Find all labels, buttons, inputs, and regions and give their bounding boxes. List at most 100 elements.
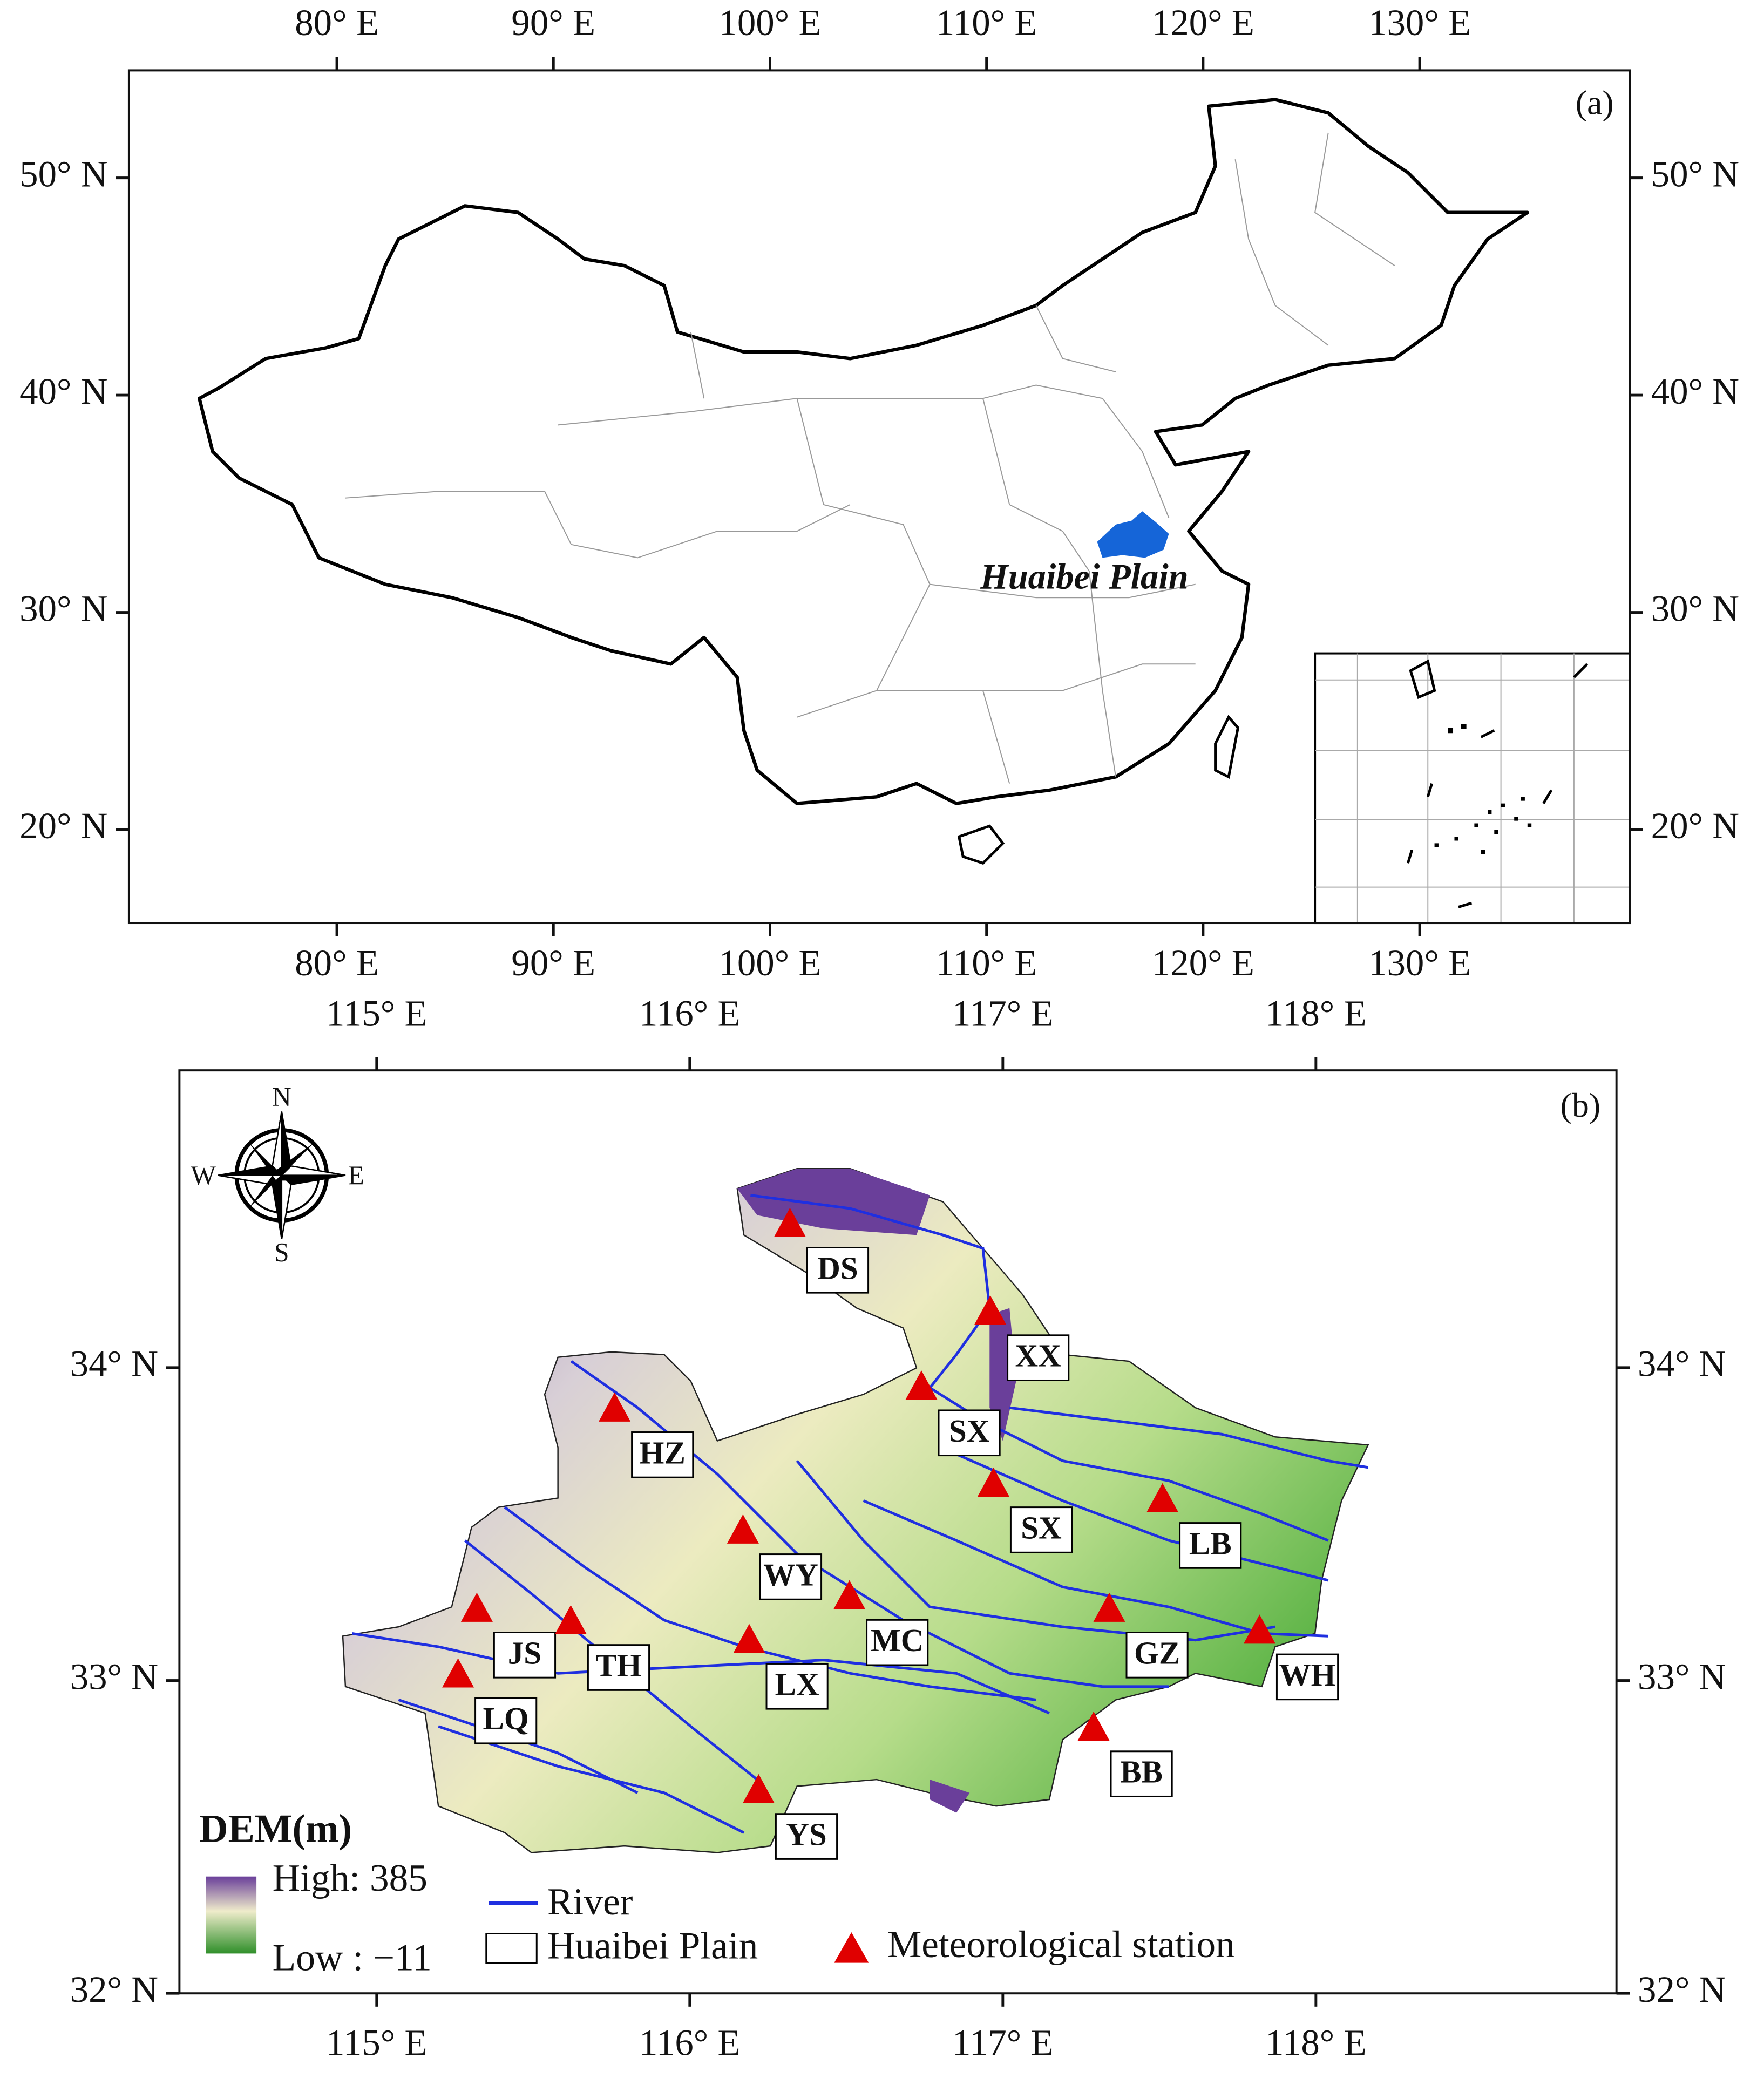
- station-label-box: [775, 1813, 838, 1860]
- x-tick-label: 118° E: [1265, 993, 1367, 1034]
- frame-a: [127, 69, 1631, 925]
- station-label-box: [1125, 1632, 1189, 1679]
- frame-b: [178, 1069, 1618, 1995]
- station-label: GZ: [1134, 1635, 1180, 1670]
- station: [442, 1658, 474, 1688]
- legend: DEM(m) High: 385 Low : −11 River Huaibei…: [199, 1806, 1234, 1979]
- x-tick-label: 116° E: [639, 993, 741, 1034]
- station: [554, 1605, 587, 1635]
- x-tick-label: 80° E: [295, 942, 379, 983]
- legend-low: Low : −11: [273, 1937, 432, 1979]
- station-label: WY: [763, 1557, 818, 1592]
- legend-boundary: Huaibei Plain: [547, 1924, 758, 1967]
- station-label-box: [938, 1409, 1001, 1457]
- compass-s: S: [274, 1237, 289, 1267]
- station: [905, 1370, 938, 1400]
- station-label-box: [587, 1644, 650, 1691]
- station-label: SX: [949, 1413, 989, 1449]
- station-label: LX: [775, 1666, 819, 1702]
- station: [977, 1467, 1009, 1497]
- station-label-box: [1110, 1750, 1173, 1797]
- station-label: XX: [1015, 1338, 1061, 1374]
- station-label-box: [1009, 1506, 1073, 1553]
- legend-station: Meteorological station: [887, 1923, 1235, 1966]
- station-label-box: [1179, 1522, 1242, 1569]
- station-label-box: [474, 1697, 538, 1744]
- x-tick-label: 80° E: [295, 2, 379, 43]
- compass-n: N: [272, 1082, 291, 1112]
- x-tick-label: 110° E: [936, 942, 1037, 983]
- legend-station-swatch: [834, 1932, 869, 1963]
- x-tick-label: 90° E: [511, 942, 595, 983]
- station: [460, 1592, 493, 1622]
- panel-b: N S W E DS XX SX HZ SX LB WY JS TH MC GZ WH LX LQ BB YS…: [178, 1069, 1618, 1995]
- y-tick-label: 34° N: [70, 1343, 158, 1384]
- station-label: DS: [817, 1250, 858, 1286]
- station-label: YS: [786, 1817, 826, 1852]
- station-label-box: [866, 1619, 929, 1666]
- legend-boundary-swatch: [485, 1933, 538, 1964]
- station-label-box: [493, 1632, 557, 1679]
- compass-rose: [218, 1111, 346, 1239]
- station-label: SX: [1021, 1510, 1061, 1545]
- station: [833, 1580, 866, 1609]
- stations: DS XX SX HZ SX LB WY JS TH MC GZ WH LX LQ BB YS: [442, 1207, 1339, 1860]
- compass-w: W: [191, 1160, 216, 1190]
- x-tick-label: 118° E: [1265, 2022, 1367, 2063]
- station-label-box: [631, 1431, 694, 1478]
- taiwan: [1214, 715, 1240, 779]
- station-label: WH: [1279, 1657, 1336, 1693]
- y-tick-label: 32° N: [70, 1969, 158, 2010]
- x-tick-label: 117° E: [952, 993, 1054, 1034]
- y-tick-label: 30° N: [19, 588, 107, 629]
- station: [742, 1774, 775, 1804]
- y-tick-label: 40° N: [19, 371, 107, 412]
- x-tick-label: 100° E: [718, 942, 821, 983]
- y-tick-label: 40° N: [1651, 371, 1739, 412]
- station: [1077, 1711, 1110, 1741]
- x-tick-label: 130° E: [1368, 942, 1471, 983]
- annotation: Huaibei Plain: [980, 557, 1189, 596]
- panel-a: (a) Huaibei Plain: [127, 69, 1631, 925]
- station: [599, 1392, 631, 1422]
- y-tick-label: 50° N: [1651, 153, 1739, 194]
- legend-title: DEM(m): [199, 1806, 352, 1850]
- station-label: BB: [1120, 1754, 1163, 1790]
- legend-high: High: 385: [273, 1857, 428, 1899]
- x-tick-label: 110° E: [936, 2, 1037, 43]
- station-label: TH: [595, 1648, 641, 1683]
- station-label-box: [1007, 1334, 1070, 1381]
- y-tick-label: 32° N: [1638, 1969, 1726, 2010]
- inset-map: [1314, 652, 1631, 925]
- y-tick-label: 50° N: [19, 153, 107, 194]
- station-label: LB: [1189, 1525, 1232, 1561]
- station-label-box: [759, 1553, 823, 1600]
- x-tick-label: 90° E: [511, 2, 595, 43]
- x-tick-label: 116° E: [639, 2022, 741, 2063]
- x-tick-label: 117° E: [952, 2022, 1054, 2063]
- station-label-box: [765, 1663, 829, 1710]
- legend-river: River: [547, 1880, 633, 1923]
- x-tick-label: 130° E: [1368, 2, 1471, 43]
- station: [974, 1295, 1007, 1325]
- compass-e: E: [348, 1160, 364, 1190]
- x-tick-label: 115° E: [326, 2022, 428, 2063]
- x-tick-label: 120° E: [1152, 942, 1254, 983]
- station-label-box: [806, 1247, 870, 1294]
- x-tick-label: 120° E: [1152, 2, 1254, 43]
- china-outline: [198, 98, 1530, 805]
- panel-label: (a): [1576, 84, 1614, 122]
- hainan: [957, 824, 1005, 865]
- province-borders: [345, 132, 1395, 784]
- y-tick-label: 34° N: [1638, 1343, 1726, 1384]
- station-label-box: [1275, 1653, 1339, 1701]
- station: [733, 1624, 765, 1653]
- station-label: HZ: [640, 1435, 686, 1470]
- station: [1243, 1614, 1275, 1644]
- y-tick-label: 33° N: [1638, 1656, 1726, 1697]
- y-tick-label: 30° N: [1651, 588, 1739, 629]
- station: [1146, 1483, 1179, 1512]
- station-label: JS: [508, 1635, 541, 1670]
